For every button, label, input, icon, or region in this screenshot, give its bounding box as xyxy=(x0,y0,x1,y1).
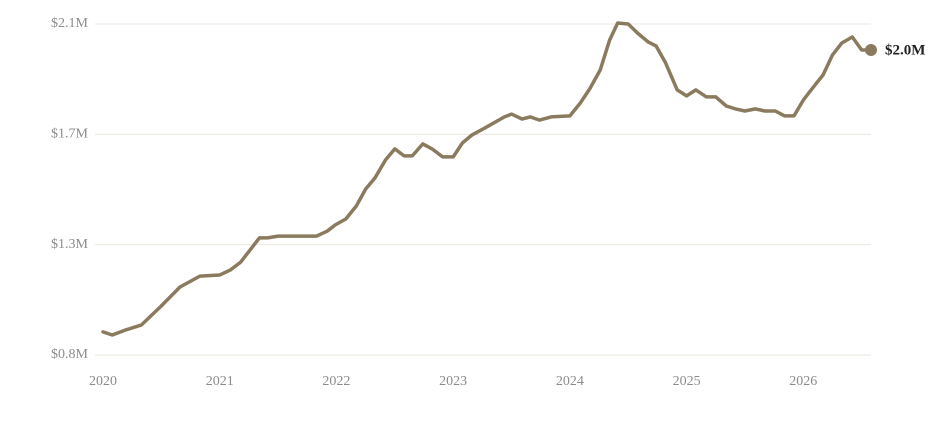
x-tick-label: 2024 xyxy=(556,374,584,389)
x-tick-label: 2026 xyxy=(789,374,817,389)
end-marker xyxy=(865,43,877,56)
x-tick-label: 2020 xyxy=(89,374,117,389)
y-tick-label: $0.8M xyxy=(51,347,89,362)
value-label: $2.0M xyxy=(885,42,925,58)
y-tick-label: $2.1M xyxy=(51,16,89,31)
x-tick-label: 2021 xyxy=(206,374,234,389)
line xyxy=(101,21,873,337)
x-tick-label: 2023 xyxy=(439,374,467,389)
x-tick-label: 2022 xyxy=(322,374,350,389)
y-tick-label: $1.7M xyxy=(51,127,89,142)
y-tick-label: $1.3M xyxy=(51,237,89,252)
x-tick-label: 2025 xyxy=(673,374,701,389)
